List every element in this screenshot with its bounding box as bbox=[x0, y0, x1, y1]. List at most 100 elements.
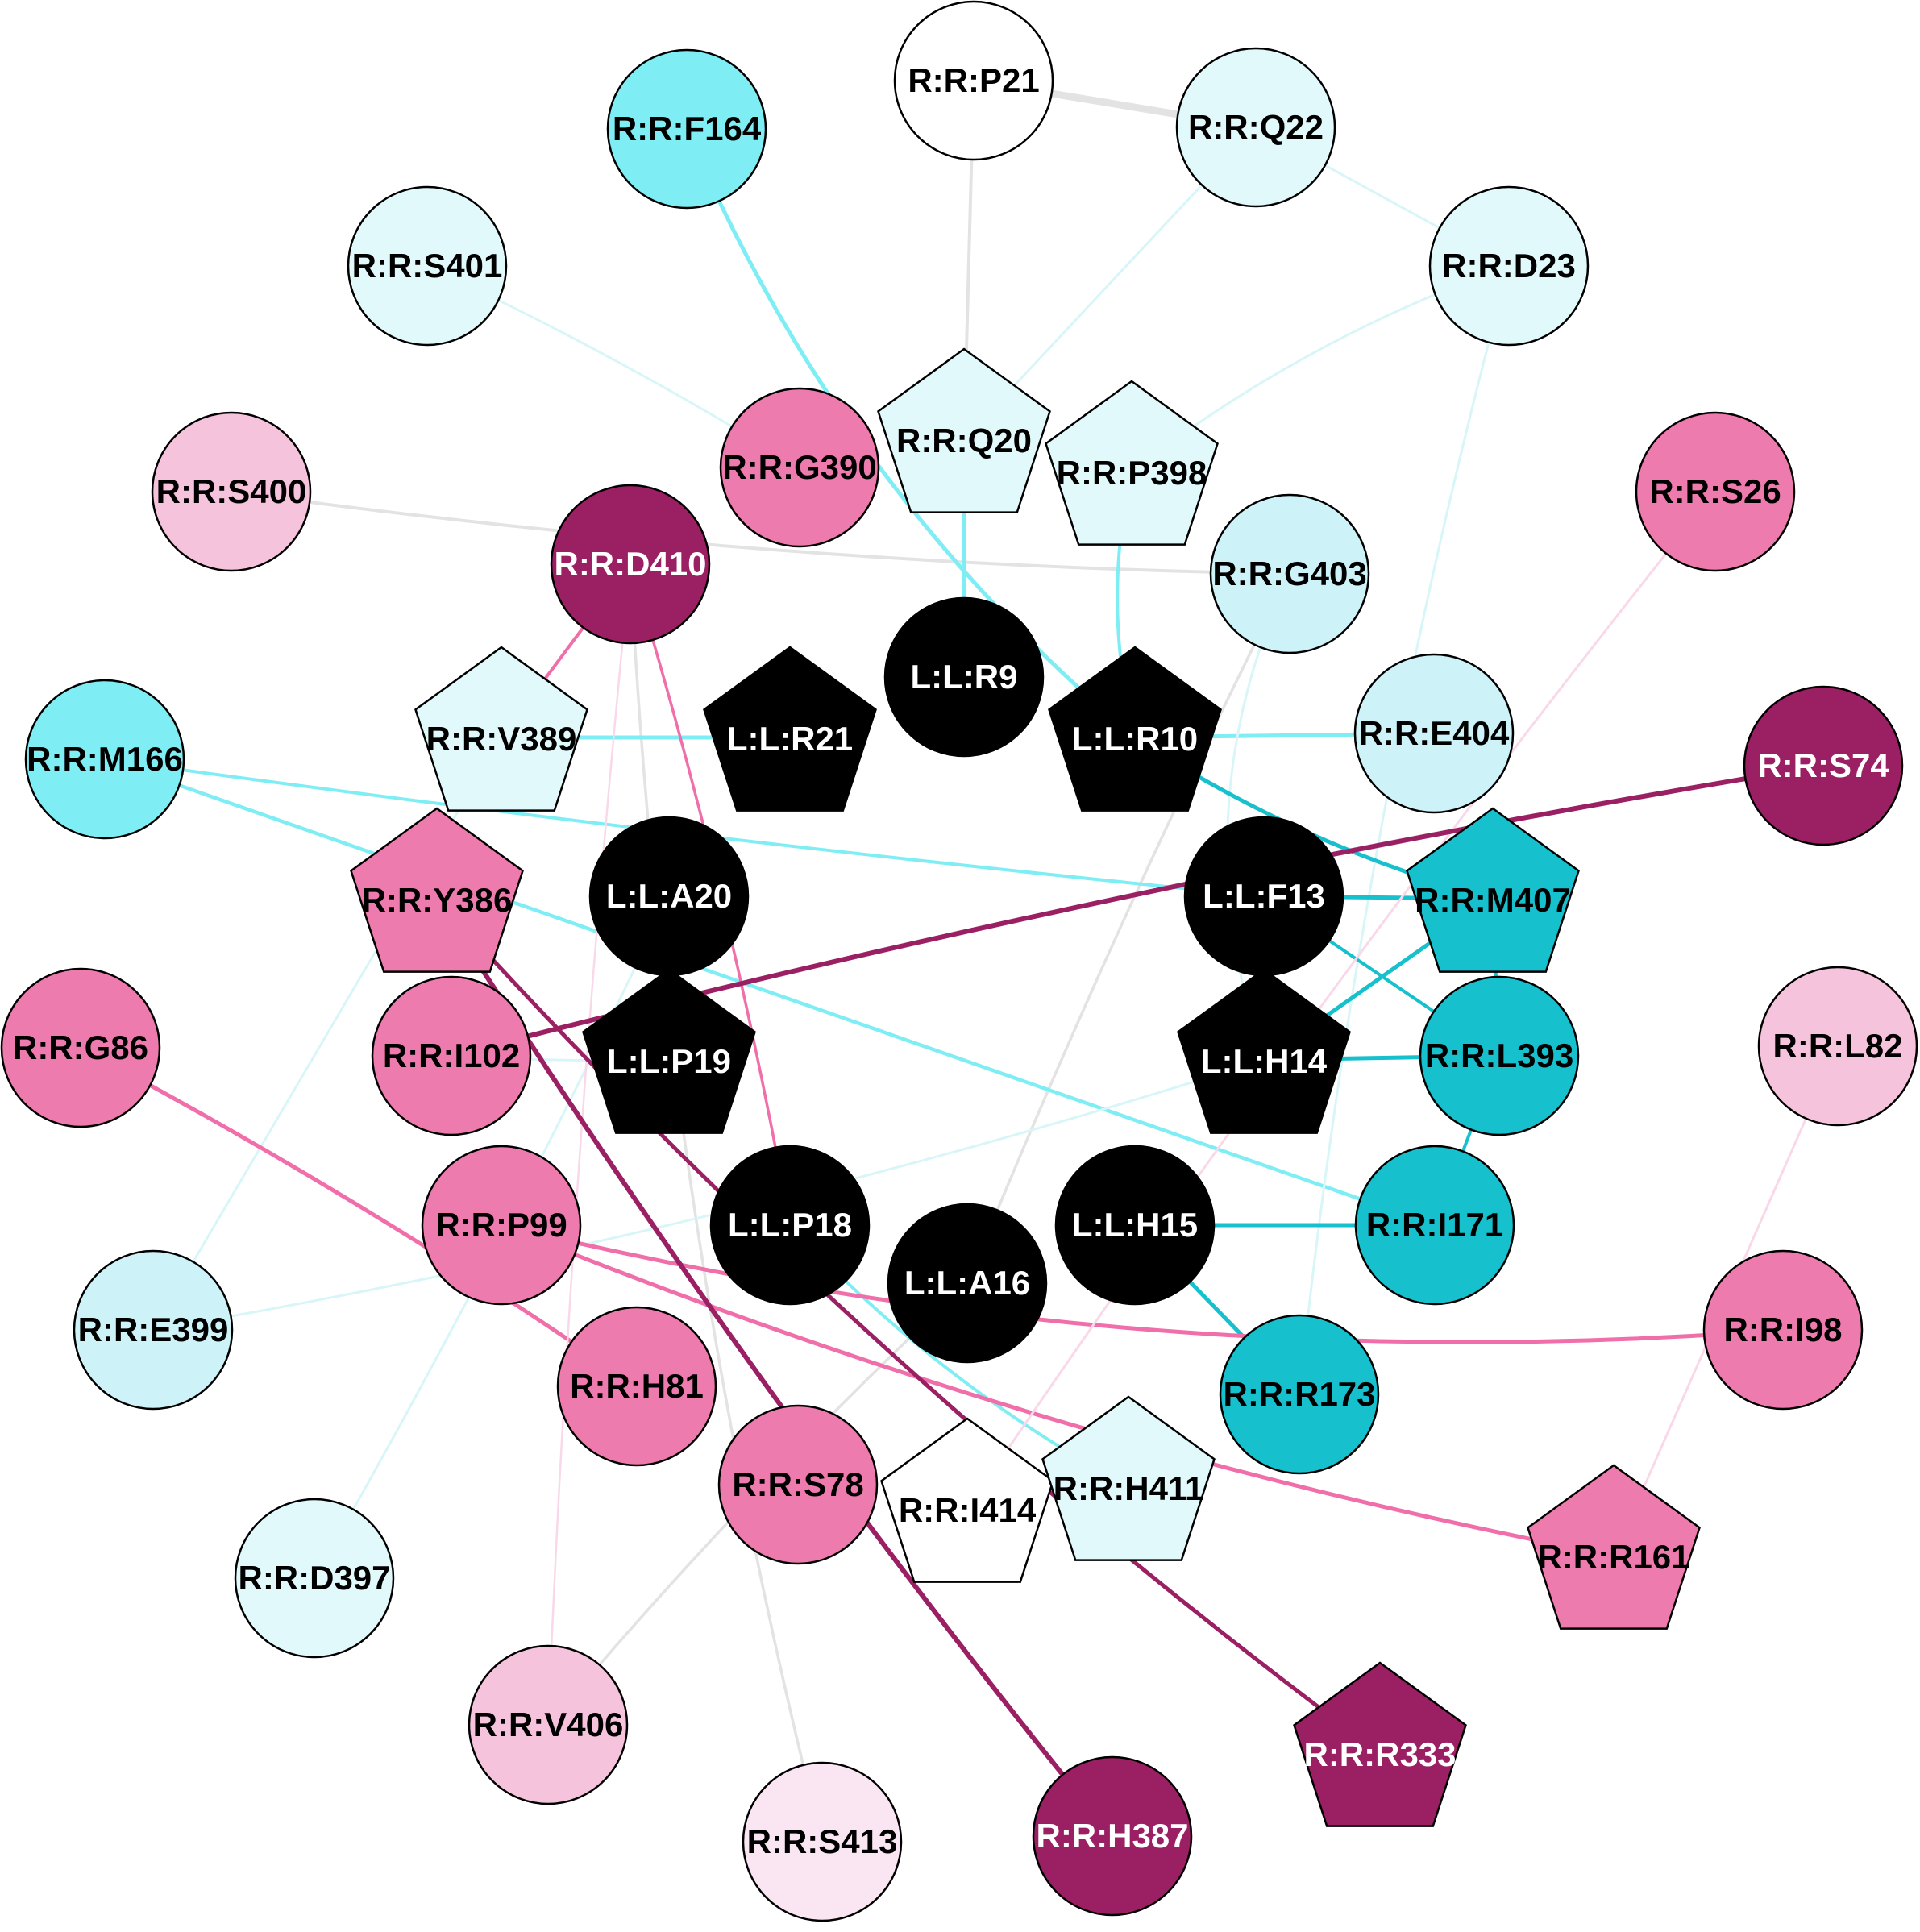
circle-shape[interactable] bbox=[887, 1203, 1048, 1364]
node-r-r-d410[interactable]: R:R:D410 bbox=[550, 484, 711, 645]
circle-shape[interactable] bbox=[550, 484, 711, 645]
node-r-r-d23[interactable]: R:R:D23 bbox=[1428, 185, 1590, 347]
node-r-r-p99[interactable]: R:R:P99 bbox=[421, 1145, 582, 1306]
node-r-r-r161[interactable]: R:R:R161 bbox=[1527, 1464, 1701, 1630]
node-r-r-p398[interactable]: R:R:P398 bbox=[1045, 380, 1219, 546]
pentagon-shape[interactable] bbox=[1293, 1661, 1467, 1827]
node-r-r-y386[interactable]: R:R:Y386 bbox=[350, 807, 524, 973]
circle-shape[interactable] bbox=[883, 596, 1045, 758]
circle-shape[interactable] bbox=[1757, 966, 1918, 1127]
pentagon-shape[interactable] bbox=[703, 646, 877, 812]
circle-shape[interactable] bbox=[1428, 185, 1590, 347]
circle-shape[interactable] bbox=[1354, 1145, 1515, 1306]
circle-shape[interactable] bbox=[151, 411, 312, 572]
pentagon-shape[interactable] bbox=[350, 807, 524, 973]
edge-r-r-p99-r-r-i98 bbox=[499, 1223, 1785, 1344]
pentagon-shape[interactable] bbox=[1527, 1464, 1701, 1630]
circle-shape[interactable] bbox=[717, 1404, 879, 1565]
pentagon-shape[interactable] bbox=[877, 347, 1051, 513]
pentagon-shape[interactable] bbox=[880, 1417, 1054, 1583]
pentagon-shape[interactable] bbox=[1177, 968, 1351, 1134]
node-l-l-h15[interactable]: L:L:H15 bbox=[1054, 1145, 1216, 1306]
node-r-r-q22[interactable]: R:R:Q22 bbox=[1175, 47, 1336, 208]
circle-shape[interactable] bbox=[588, 816, 750, 977]
circle-shape[interactable] bbox=[234, 1498, 395, 1659]
node-r-r-s413[interactable]: R:R:S413 bbox=[742, 1761, 903, 1922]
pentagon-shape[interactable] bbox=[1041, 1395, 1216, 1561]
circle-shape[interactable] bbox=[468, 1644, 629, 1805]
circle-shape[interactable] bbox=[1419, 975, 1580, 1136]
pentagon-shape[interactable] bbox=[1045, 380, 1219, 546]
node-l-l-f13[interactable]: L:L:F13 bbox=[1183, 816, 1344, 977]
node-r-r-h387[interactable]: R:R:H387 bbox=[1032, 1755, 1193, 1917]
node-l-l-r10[interactable]: L:L:R10 bbox=[1048, 646, 1222, 812]
node-r-r-i102[interactable]: R:R:I102 bbox=[371, 975, 532, 1136]
node-r-r-i414[interactable]: R:R:I414 bbox=[880, 1417, 1054, 1583]
circle-shape[interactable] bbox=[1743, 685, 1904, 846]
node-l-l-p19[interactable]: L:L:P19 bbox=[582, 968, 756, 1134]
edge-r-r-y386-r-r-h387 bbox=[434, 896, 1115, 1839]
pentagon-shape[interactable] bbox=[1406, 807, 1580, 973]
node-r-r-v406[interactable]: R:R:V406 bbox=[468, 1644, 629, 1805]
node-r-r-e404[interactable]: R:R:E404 bbox=[1353, 653, 1515, 814]
node-r-r-e399[interactable]: R:R:E399 bbox=[73, 1249, 234, 1411]
circle-shape[interactable] bbox=[1032, 1755, 1193, 1917]
pentagon-shape[interactable] bbox=[414, 646, 588, 812]
circle-shape[interactable] bbox=[371, 975, 532, 1136]
pentagon-shape[interactable] bbox=[1048, 646, 1222, 812]
node-r-r-g403[interactable]: R:R:G403 bbox=[1209, 493, 1370, 654]
node-r-r-s400[interactable]: R:R:S400 bbox=[151, 411, 312, 572]
node-l-l-a20[interactable]: L:L:A20 bbox=[588, 816, 750, 977]
circle-shape[interactable] bbox=[606, 48, 767, 210]
circle-shape[interactable] bbox=[1054, 1145, 1216, 1306]
circle-shape[interactable] bbox=[742, 1761, 903, 1922]
node-r-r-h411[interactable]: R:R:H411 bbox=[1041, 1395, 1216, 1561]
node-r-r-l393[interactable]: R:R:L393 bbox=[1419, 975, 1580, 1136]
circle-shape[interactable] bbox=[1702, 1249, 1864, 1411]
circle-shape[interactable] bbox=[1353, 653, 1515, 814]
node-r-r-h81[interactable]: R:R:H81 bbox=[556, 1306, 717, 1467]
circle-shape[interactable] bbox=[1209, 493, 1370, 654]
edge-r-r-d410-r-r-s413 bbox=[629, 563, 824, 1843]
circle-shape[interactable] bbox=[1219, 1314, 1380, 1475]
node-r-r-p21[interactable]: R:R:P21 bbox=[893, 0, 1054, 161]
circle-shape[interactable] bbox=[421, 1145, 582, 1306]
circle-shape[interactable] bbox=[24, 679, 185, 840]
circle-shape[interactable] bbox=[1635, 411, 1796, 572]
node-r-r-i98[interactable]: R:R:I98 bbox=[1702, 1249, 1864, 1411]
edge-r-r-s400-r-r-g403 bbox=[230, 490, 1291, 575]
node-r-r-s78[interactable]: R:R:S78 bbox=[717, 1404, 879, 1565]
node-r-r-s401[interactable]: R:R:S401 bbox=[347, 185, 508, 347]
node-r-r-i171[interactable]: R:R:I171 bbox=[1354, 1145, 1515, 1306]
node-l-l-h14[interactable]: L:L:H14 bbox=[1177, 968, 1351, 1134]
circle-shape[interactable] bbox=[1183, 816, 1344, 977]
node-r-r-f164[interactable]: R:R:F164 bbox=[606, 48, 767, 210]
circle-shape[interactable] bbox=[73, 1249, 234, 1411]
edge-r-r-p99-r-r-r161 bbox=[499, 1223, 1616, 1558]
node-r-r-s26[interactable]: R:R:S26 bbox=[1635, 411, 1796, 572]
node-r-r-d397[interactable]: R:R:D397 bbox=[234, 1498, 395, 1659]
circle-shape[interactable] bbox=[556, 1306, 717, 1467]
circle-shape[interactable] bbox=[1175, 47, 1336, 208]
node-r-r-g390[interactable]: R:R:G390 bbox=[719, 387, 880, 548]
node-r-r-r333[interactable]: R:R:R333 bbox=[1293, 1661, 1467, 1827]
circle-shape[interactable] bbox=[0, 967, 161, 1128]
node-r-r-g86[interactable]: R:R:G86 bbox=[0, 967, 161, 1128]
circle-shape[interactable] bbox=[893, 0, 1054, 161]
node-r-r-l82[interactable]: R:R:L82 bbox=[1757, 966, 1918, 1127]
node-r-r-r173[interactable]: R:R:R173 bbox=[1219, 1314, 1380, 1475]
node-l-l-a16[interactable]: L:L:A16 bbox=[887, 1203, 1048, 1364]
circle-shape[interactable] bbox=[719, 387, 880, 548]
node-l-l-r9[interactable]: L:L:R9 bbox=[883, 596, 1045, 758]
node-r-r-v389[interactable]: R:R:V389 bbox=[414, 646, 588, 812]
pentagon-shape[interactable] bbox=[582, 968, 756, 1134]
edge-r-r-d410-r-r-v406 bbox=[546, 563, 632, 1726]
node-l-l-p18[interactable]: L:L:P18 bbox=[709, 1145, 871, 1306]
node-r-r-s74[interactable]: R:R:S74 bbox=[1743, 685, 1904, 846]
circle-shape[interactable] bbox=[347, 185, 508, 347]
edge-r-r-y386-r-r-r333 bbox=[434, 896, 1382, 1755]
node-r-r-m166[interactable]: R:R:M166 bbox=[24, 679, 185, 840]
circle-shape[interactable] bbox=[709, 1145, 871, 1306]
node-l-l-r21[interactable]: L:L:R21 bbox=[703, 646, 877, 812]
